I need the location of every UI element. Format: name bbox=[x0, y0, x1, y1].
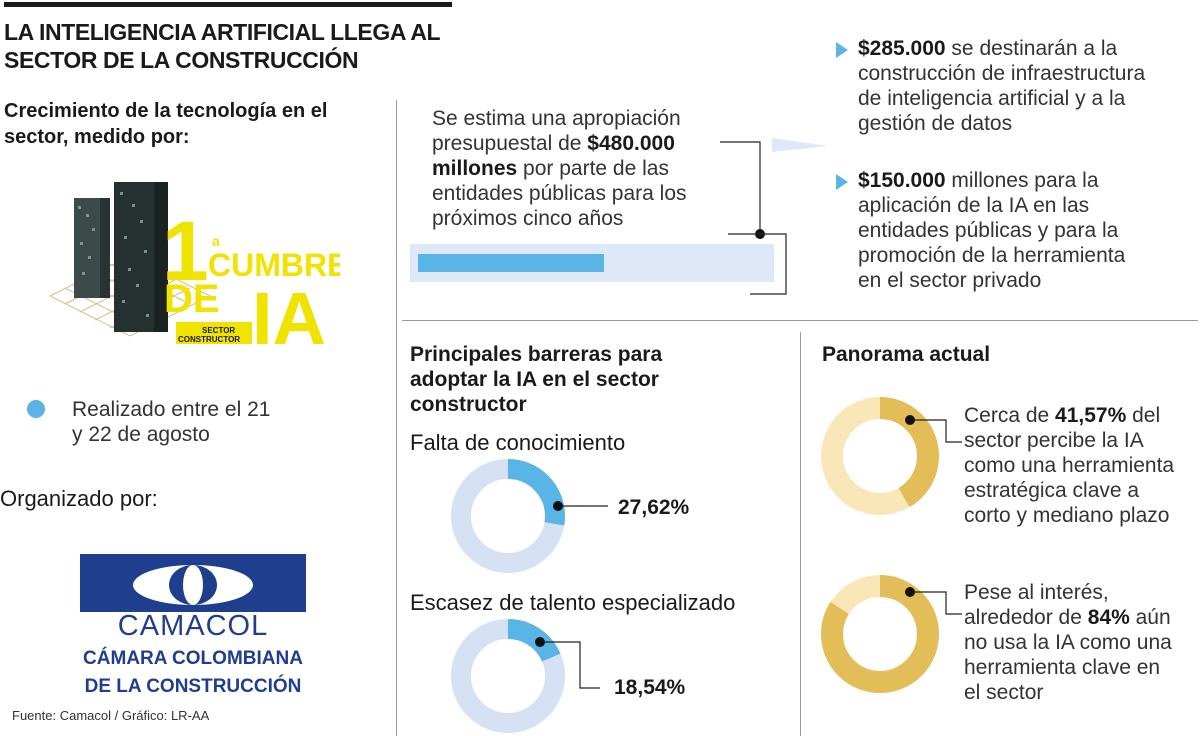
barrier-label-2: Escasez de talento especializado bbox=[410, 590, 736, 615]
source-note: Fuente: Camacol / Gráfico: LR-AA bbox=[12, 708, 210, 723]
barrier-donut-1-slice bbox=[451, 459, 565, 573]
event-date: Realizado entre el 21 y 22 de agosto bbox=[72, 398, 271, 446]
building-icon bbox=[74, 182, 168, 332]
panorama-donut-2-slice bbox=[821, 575, 939, 693]
logo-line2b: IA bbox=[252, 277, 326, 356]
panorama-donut-1 bbox=[821, 397, 962, 515]
barrier-donut-1: 27,62% bbox=[451, 459, 690, 573]
barrier-donut-2-slice bbox=[451, 619, 565, 733]
logo-number: 1 bbox=[162, 204, 209, 298]
divider-horizontal bbox=[402, 320, 1198, 321]
allocation-285: $285.000 se destinarán a la construcción… bbox=[858, 37, 1146, 135]
barrier-1-value: 27,62% bbox=[618, 496, 690, 519]
organizer-label: Organizado por: bbox=[0, 486, 158, 511]
bullet-dot-icon bbox=[27, 400, 45, 418]
barrier-label-1: Falta de conocimiento bbox=[410, 430, 626, 455]
triangle-bullet-icon bbox=[836, 42, 848, 58]
barrier-2-value: 18,54% bbox=[614, 676, 686, 699]
budget-text: Se estima una apropiación presupuestal d… bbox=[432, 107, 687, 230]
allocation-150: $150.000 millones para la aplicación de … bbox=[858, 169, 1126, 292]
logo-tag1: SECTOR bbox=[202, 326, 235, 335]
logo-tag2: CONSTRUCTOR bbox=[178, 335, 240, 344]
triangle-bullet-icon bbox=[836, 174, 848, 190]
camacol-subtitle: CÁMARA COLOMBIANA DE LA CONSTRUCCIÓN bbox=[83, 648, 303, 697]
budget-part-bar bbox=[418, 254, 604, 272]
budget-bar-chart bbox=[410, 138, 828, 295]
logo-line2a: DE bbox=[164, 277, 220, 321]
camacol-logo-mark bbox=[80, 554, 306, 612]
page-title: LA INTELIGENCIA ARTIFICIAL LLEGA AL SECT… bbox=[4, 19, 440, 73]
barrier-2-leader bbox=[540, 641, 600, 689]
divider-vertical-left bbox=[396, 100, 397, 736]
arrow-right-icon bbox=[772, 138, 828, 152]
barriers-heading: Principales barreras para adoptar la IA … bbox=[410, 343, 663, 416]
camacol-wordmark: CAMACOL bbox=[117, 610, 269, 642]
barrier-donut-2: 18,54% bbox=[451, 619, 686, 733]
event-logo: 1 a CUMBRE DE SECTOR CONSTRUCTOR IA bbox=[48, 182, 340, 356]
panorama-donut-1-slice bbox=[821, 397, 939, 515]
budget-bracket-line bbox=[728, 233, 787, 295]
subtitle: Crecimiento de la tecnología en el secto… bbox=[4, 100, 328, 148]
logo-ordinal: a bbox=[212, 233, 220, 249]
divider-vertical-right bbox=[800, 332, 801, 736]
budget-leader-line bbox=[720, 141, 761, 234]
panorama-text-2: Pese al interés, alrededor de 84% aún no… bbox=[964, 581, 1172, 704]
top-rule bbox=[4, 2, 452, 7]
panorama-text-1: Cerca de 41,57% del sector percibe la IA… bbox=[964, 404, 1175, 527]
panorama-heading: Panorama actual bbox=[822, 343, 991, 366]
panorama-donut-2 bbox=[821, 575, 962, 693]
logo-line1: CUMBRE bbox=[208, 247, 340, 283]
